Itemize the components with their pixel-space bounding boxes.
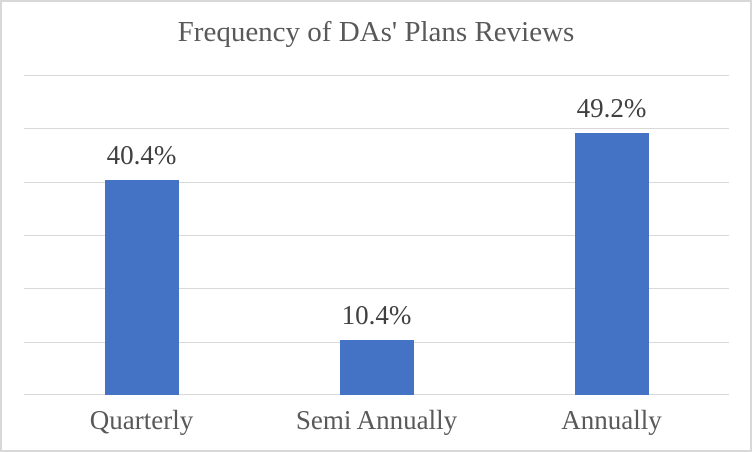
bar-column-annually: 49.2%: [494, 75, 729, 395]
bar-column-quarterly: 40.4%: [24, 75, 259, 395]
data-label: 49.2%: [576, 92, 647, 123]
x-axis: Quarterly Semi Annually Annually: [24, 404, 729, 436]
gridline: [24, 288, 729, 290]
gridline: [24, 128, 729, 130]
gridline: [24, 181, 729, 183]
gridline: [24, 75, 729, 76]
x-axis-label-quarterly: Quarterly: [89, 405, 194, 435]
bar-column-semi-annually: 10.4%: [259, 75, 494, 395]
bar-quarterly: [104, 179, 179, 395]
x-axis-label-annually: Annually: [561, 405, 662, 435]
bar-series: 40.4% 10.4% 49.2%: [24, 75, 729, 395]
data-label: 10.4%: [341, 299, 412, 330]
chart-title: Frequency of DAs' Plans Reviews: [177, 16, 575, 48]
gridline: [24, 235, 729, 236]
x-axis-label-semi-annually: Semi Annually: [295, 405, 458, 435]
plot-area: 40.4% 10.4% 49.2%: [24, 75, 729, 395]
bar-semi-annually: [339, 339, 414, 395]
data-label: 40.4%: [106, 139, 177, 170]
bar-annually: [574, 132, 649, 395]
